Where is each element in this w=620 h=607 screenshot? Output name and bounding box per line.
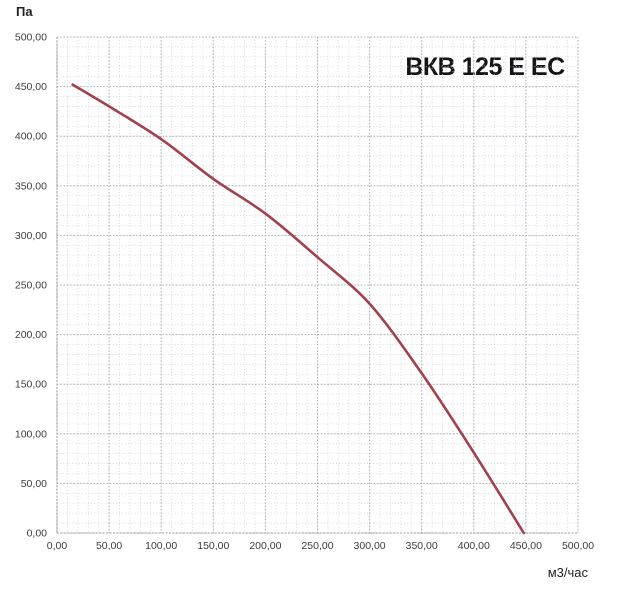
x-axis-unit-label: м3/час xyxy=(547,565,588,580)
x-tick-label: 450,00 xyxy=(510,540,542,552)
y-tick-label: 0,00 xyxy=(27,528,48,540)
y-tick-label: 450,00 xyxy=(15,81,47,93)
x-tick-label: 50,00 xyxy=(96,540,122,552)
y-tick-label: 500,00 xyxy=(15,32,47,44)
x-tick-label: 0,00 xyxy=(47,540,68,552)
x-tick-label: 150,00 xyxy=(197,540,229,552)
x-tick-label: 350,00 xyxy=(406,540,438,552)
y-axis-unit-label: Па xyxy=(16,4,33,19)
y-tick-label: 150,00 xyxy=(15,379,47,391)
y-tick-label: 400,00 xyxy=(15,131,47,143)
y-tick-label: 50,00 xyxy=(21,478,47,490)
x-tick-label: 200,00 xyxy=(249,540,281,552)
performance-curve xyxy=(71,83,526,535)
x-tick-label: 300,00 xyxy=(354,540,386,552)
y-tick-label: 100,00 xyxy=(15,428,47,440)
x-tick-label: 250,00 xyxy=(301,540,333,552)
y-tick-label: 250,00 xyxy=(15,280,47,292)
x-tick-label: 100,00 xyxy=(145,540,177,552)
y-tick-label: 200,00 xyxy=(15,329,47,341)
y-tick-label: 350,00 xyxy=(15,180,47,192)
x-tick-label: 500,00 xyxy=(562,540,594,552)
y-tick-label: 300,00 xyxy=(15,230,47,242)
x-tick-label: 400,00 xyxy=(458,540,490,552)
